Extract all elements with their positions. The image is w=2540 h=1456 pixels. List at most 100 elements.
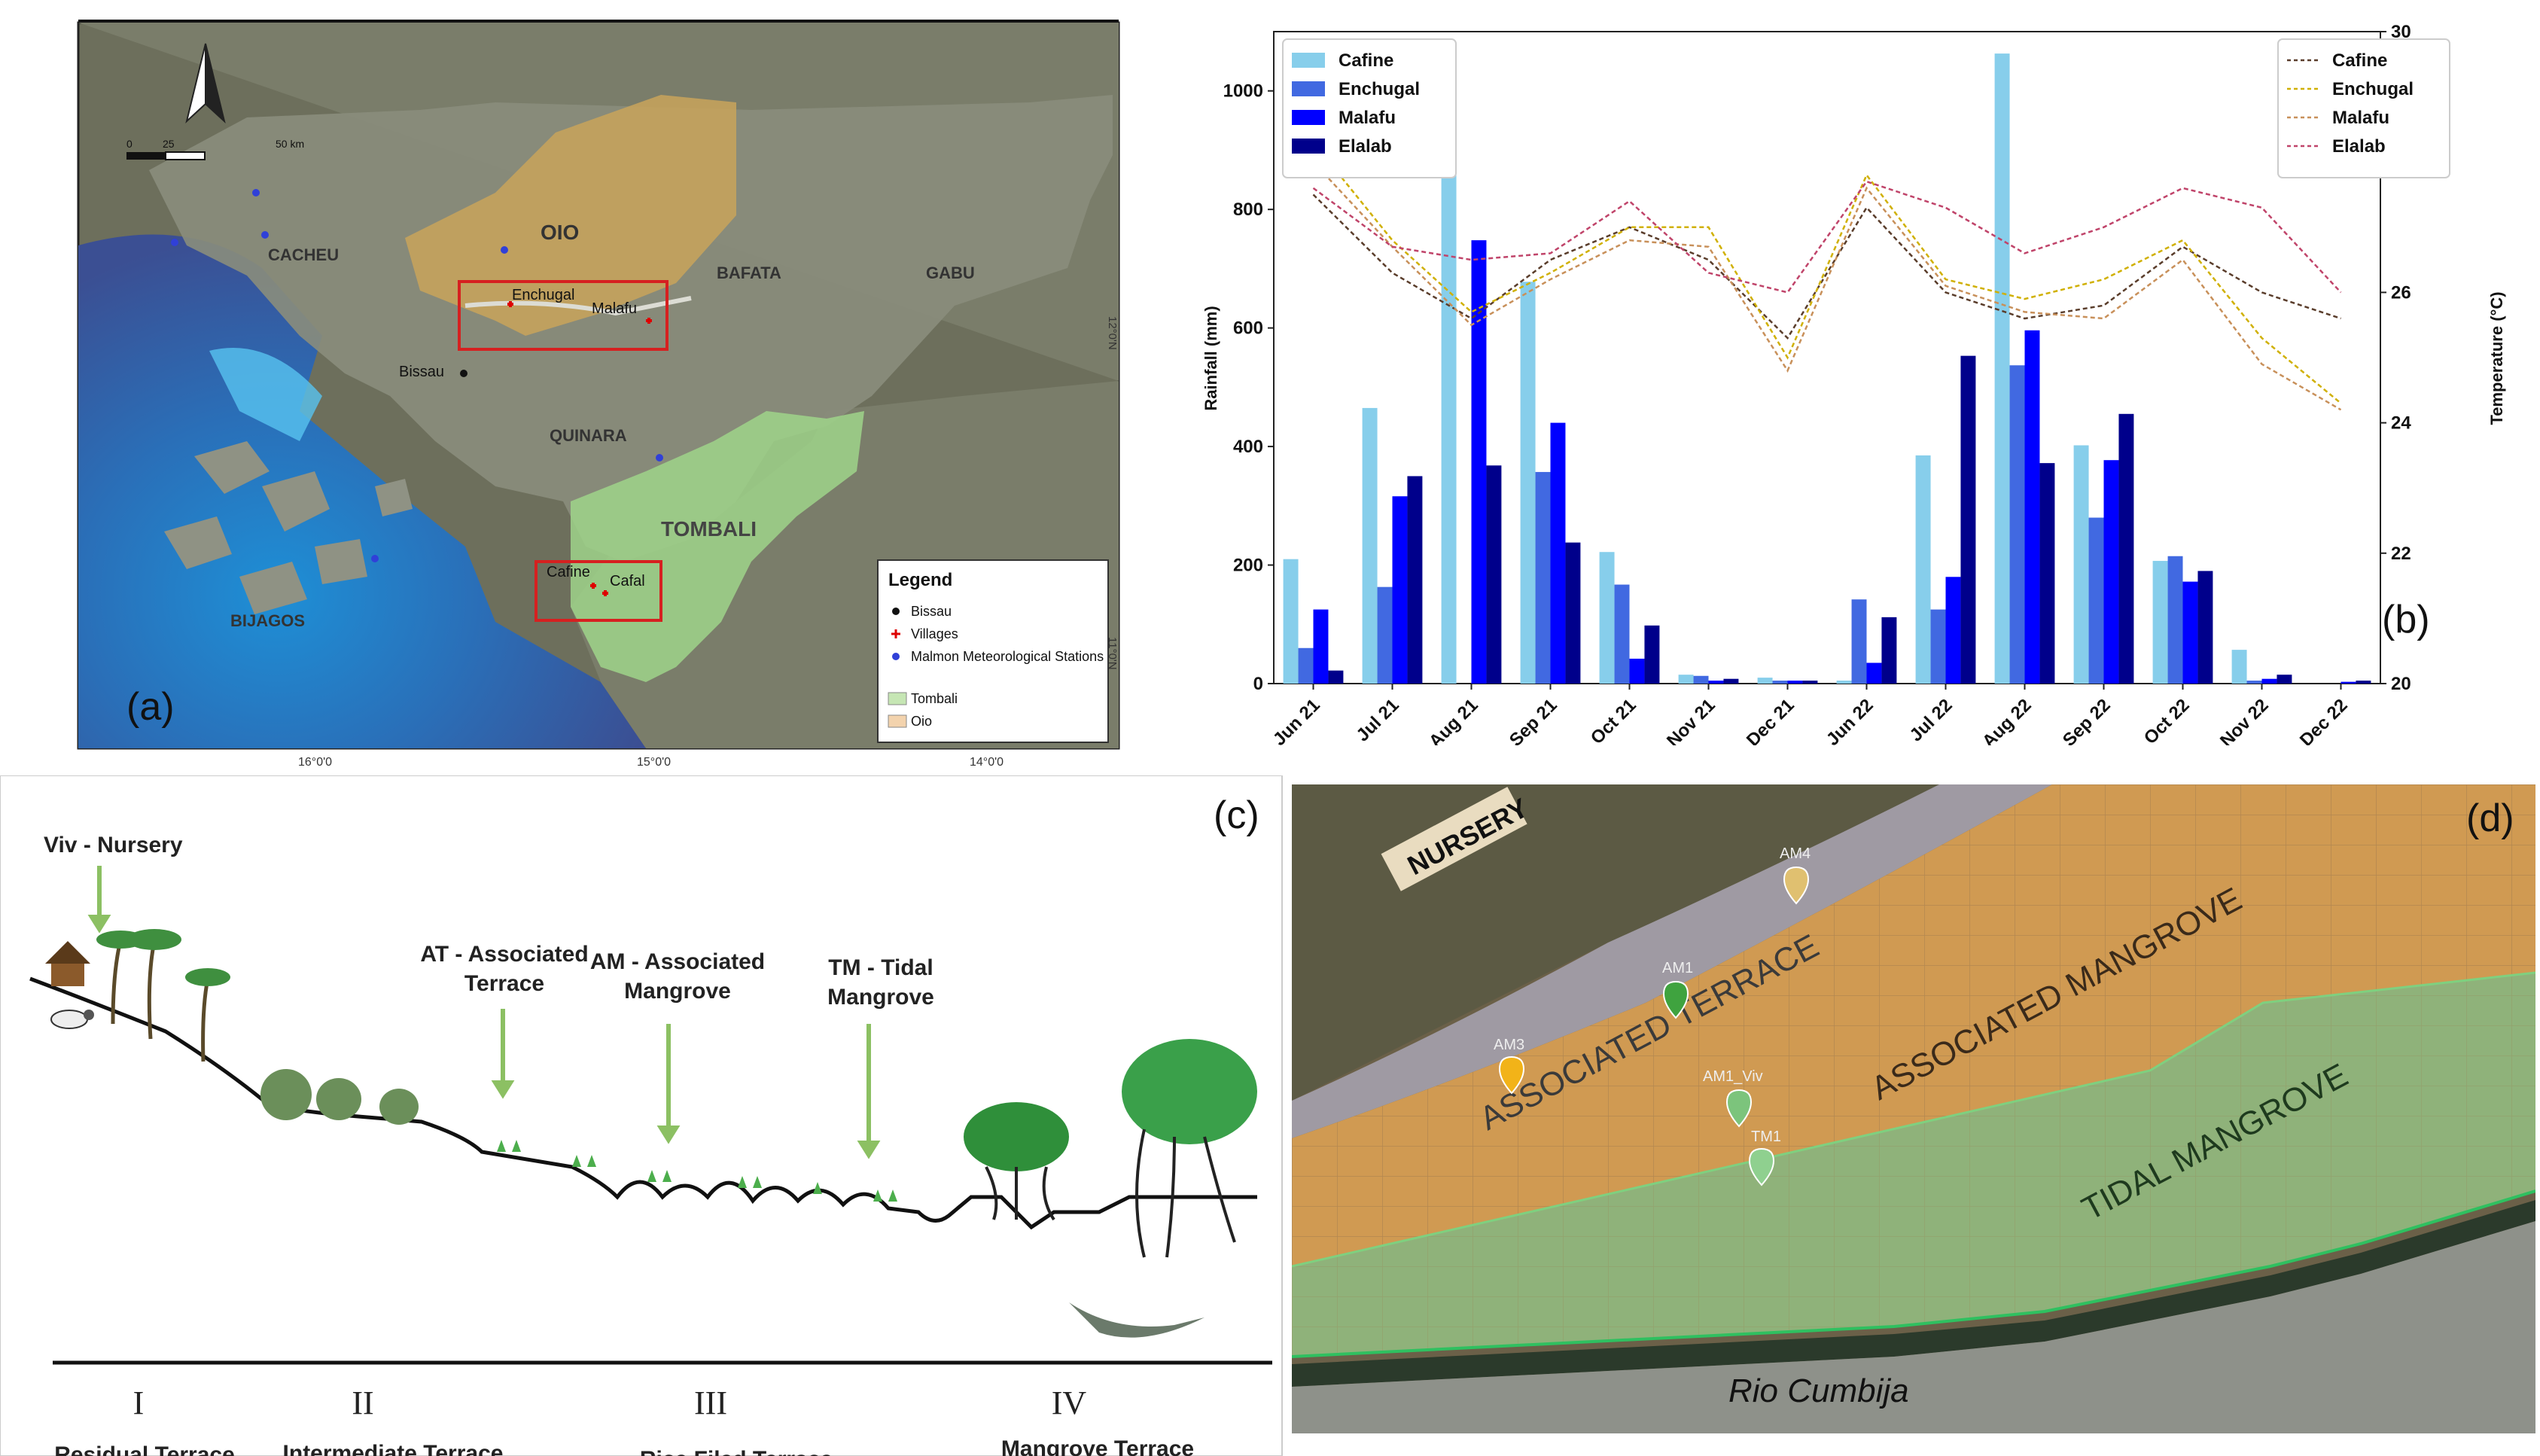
y-tick-label-0: 0 (1253, 674, 1263, 694)
bar-legend-label-malafu: Malafu (1339, 108, 1396, 128)
scale-tick-25: 25 (163, 138, 175, 150)
bar-cafine-9 (1994, 53, 2010, 684)
rice-fields-pattern (1292, 784, 2535, 1266)
y2-tick-label-26: 26 (2391, 282, 2411, 303)
bar-malafu-12 (2261, 678, 2277, 684)
bar-cafine-6 (1757, 678, 1773, 684)
plot-area (1273, 31, 2381, 684)
lat-tick-12n: 12°0'N (1106, 316, 1119, 350)
arrow-label-nursery: Viv - Nursery (44, 833, 183, 857)
zone-roman-i: I (133, 1384, 145, 1421)
tidal-border-lower (1292, 1189, 2535, 1358)
bar-cafine-11 (2152, 561, 2168, 684)
zone-roman-iv: IV (1052, 1384, 1087, 1421)
bar-enchugal-6 (1772, 681, 1788, 684)
bar-enchugal-12 (2246, 681, 2262, 684)
legend-village-symbol (891, 629, 900, 638)
arrows-group (87, 866, 881, 1159)
bar-malafu-7 (1866, 663, 1882, 684)
x-tick-label-8: Jul 22 (1906, 695, 1957, 745)
panel-d-satellite: NURSERY ASSOCIATED TERRACE ASSOCIATED MA… (1292, 784, 2535, 1433)
line-legend-label-elalab: Elalab (2332, 136, 2386, 157)
bar-elalab-5 (1723, 678, 1739, 684)
bar-malafu-0 (1313, 609, 1329, 684)
arrow-label-at-wrapper: AT - Associated Terrace (420, 942, 588, 996)
x-tick-label-13: Dec 22 (2296, 695, 2352, 745)
scale-tick-50: 50 km (276, 138, 304, 150)
temp-line-cafine (1312, 193, 2341, 340)
bar-cafine-5 (1678, 675, 1694, 684)
lon-tick-15w: 15°0'0 (637, 756, 672, 769)
x-tick-label-1: Jul 21 (1353, 695, 1403, 745)
temp-line-malafu (1312, 161, 2342, 411)
map-legend (877, 559, 1109, 743)
bar-cafine-4 (1599, 552, 1615, 684)
bar-malafu-11 (2182, 581, 2198, 684)
region-label-cacheu: CACHEU (268, 245, 339, 264)
region-label-quinara: QUINARA (550, 426, 627, 445)
x-tick-label-7: Jun 22 (1823, 695, 1878, 745)
y-tick-label-600: 600 (1233, 318, 1263, 339)
line-legend-label-enchugal: Enchugal (2332, 79, 2414, 99)
bar-enchugal-8 (1930, 609, 1946, 684)
tidal-fields-pattern (1292, 973, 2535, 1357)
crocodile-icon (1069, 1302, 1205, 1338)
bar-enchugal-11 (2167, 556, 2183, 684)
satellite-svg: NURSERY ASSOCIATED TERRACE ASSOCIATED MA… (1292, 784, 2535, 1433)
y-tick-label-200: 200 (1233, 556, 1263, 576)
zone-associated-terrace (1292, 784, 2052, 1138)
bar-enchugal-4 (1614, 584, 1630, 684)
bar-elalab-8 (1960, 355, 1976, 684)
study-box-north (458, 280, 669, 351)
region-label-gabu: GABU (926, 263, 975, 282)
bar-enchugal-1 (1377, 586, 1393, 684)
met-stations (171, 189, 663, 562)
country-area (149, 95, 1113, 562)
bar-elalab-9 (2039, 463, 2055, 684)
bar-cafine-12 (2231, 650, 2247, 684)
bar-legend-label-enchugal: Enchugal (1339, 79, 1420, 99)
y-tick-label-400: 400 (1233, 437, 1263, 457)
place-cafal: Cafal (610, 573, 645, 589)
zone-label-rice: Rice Filed Terrace (640, 1447, 833, 1456)
marker-am4 (1783, 866, 1810, 905)
bar-elalab-2 (1486, 465, 1502, 684)
bar-elalab-11 (2197, 571, 2213, 684)
bar-enchugal-5 (1693, 675, 1709, 684)
marker-am3 (1498, 1055, 1525, 1095)
geba-river (464, 296, 692, 316)
bar-elalab-6 (1802, 681, 1818, 684)
region-label-bijagos: BIJAGOS (230, 611, 305, 630)
x-tick-label-10: Sep 22 (2059, 695, 2115, 745)
bar-elalab-3 (1565, 542, 1581, 684)
legend-tombali-label: Tombali (911, 691, 958, 706)
bar-legend-label-cafine: Cafine (1339, 50, 1393, 71)
marker-am4-label: AM4 (1780, 845, 1811, 862)
arrow-label-am-wrapper: AM - Associated Mangrove (589, 949, 766, 1004)
x-tick-label-12: Nov 22 (2216, 695, 2273, 745)
bar-malafu-6 (1787, 681, 1803, 684)
bar-legend-swatch-enchugal (1292, 81, 1325, 96)
lat-tick-11n: 11°0'N (1106, 637, 1119, 670)
legend-oio-label: Oio (911, 714, 932, 729)
village-cafal-marker (602, 590, 608, 596)
bar-legend-box (1282, 38, 1457, 178)
bar-cafine-1 (1362, 407, 1378, 684)
profile-svg: (c) Viv - Nurser (0, 775, 1283, 1456)
marker-am1-viv (1725, 1089, 1753, 1128)
panel-a-letter: (a) (126, 685, 175, 729)
bar-legend-swatch-cafine (1292, 53, 1325, 68)
bar-legend-swatch-malafu (1292, 110, 1325, 125)
marker-am1-label: AM1 (1662, 960, 1693, 976)
arrow-label-am: AM - Associated Mangrove (589, 949, 766, 1004)
legend-station-symbol (892, 653, 900, 660)
zone-label-mangrove: Mangrove Terrace (1001, 1436, 1194, 1456)
study-box-south (534, 560, 662, 622)
legend-oio-swatch (888, 714, 907, 728)
marker-am1-viv-label: AM1_Viv (1703, 1068, 1763, 1085)
bar-elalab-1 (1407, 476, 1423, 684)
village-cafine-marker (590, 583, 596, 589)
marker-am1 (1662, 980, 1689, 1019)
region-oio (405, 95, 736, 336)
